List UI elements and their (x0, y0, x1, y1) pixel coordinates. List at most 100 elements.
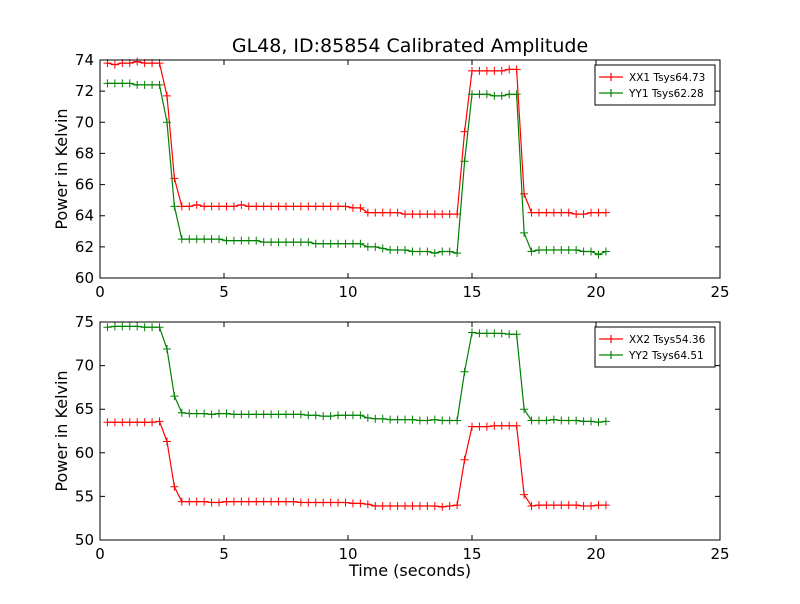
top-series-1-point (579, 247, 588, 256)
bottom-series-1-point (207, 410, 216, 419)
top-series-1-point (237, 236, 246, 245)
top-series-0-point (549, 208, 558, 217)
top-series-1-point (557, 245, 566, 254)
bottom-series-0-point (207, 498, 216, 507)
top-series-0-point (274, 202, 283, 211)
bottom-series-0-point (497, 421, 506, 430)
top-y-axis-label: Power in Kelvin (52, 108, 71, 229)
top-series-0-point (460, 127, 469, 136)
bottom-series-1-point (408, 415, 417, 424)
top-series-1-point (572, 245, 581, 254)
bottom-series-1-point (527, 416, 536, 425)
top-series-1-point (140, 80, 149, 89)
top-series-0-point (185, 202, 194, 211)
top-series-0-point (512, 65, 521, 74)
top-series-0-point (200, 202, 209, 211)
bottom-series-1-point (162, 345, 171, 354)
top-series-1-point (348, 239, 357, 248)
top-series-1-point (296, 238, 305, 247)
top-series-0-point (252, 202, 261, 211)
top-series-0-point (244, 202, 253, 211)
bottom-series-0-point (468, 422, 476, 431)
bottom-series-1-point (393, 415, 402, 424)
bottom-series-1-point (371, 414, 380, 423)
bottom-series-0-point (520, 490, 529, 499)
bottom-series-0-point (140, 418, 149, 427)
bottom-series-0-point (334, 498, 343, 507)
bottom-series-1-point (587, 417, 596, 426)
bottom-series-1-point (534, 416, 543, 425)
top-series-1-point (215, 235, 224, 244)
bottom-y-tick-label: 75 (75, 313, 94, 331)
top-series-0-point (207, 202, 216, 211)
top-series-0-point (505, 65, 514, 74)
bottom-series-1-point (148, 323, 157, 332)
bottom-series-0-point (549, 501, 558, 510)
top-series-0-point (348, 203, 357, 212)
top-series-1-point (334, 239, 343, 248)
top-series-1-point (534, 245, 543, 254)
bottom-series-0-point (363, 500, 372, 509)
top-series-0-point (401, 210, 410, 219)
bottom-chart-panel: 0 5 10 15 20 25 50 55 60 65 70 75 Power in Kelvin Tim… (52, 313, 730, 580)
top-series-0-point (237, 200, 246, 209)
top-series-0-point (222, 202, 231, 211)
top-x-tick-label: 10 (338, 283, 357, 301)
top-series-1-point (125, 79, 134, 88)
bottom-series-1-point (512, 330, 521, 339)
top-series-0-point (319, 202, 328, 211)
top-legend: XX1 Tsys64.73 YY1 Tsys62.28 (594, 64, 716, 106)
top-series-0-point (415, 210, 424, 219)
bottom-x-tick-label: 20 (586, 545, 605, 563)
bottom-series-0-point (423, 501, 432, 510)
bottom-series-0-point (133, 418, 142, 427)
bottom-legend-box (594, 326, 716, 368)
bottom-series-0-point (311, 498, 320, 507)
top-series-0-point (497, 66, 506, 75)
bottom-series-0-point (371, 501, 380, 510)
top-series-1-point (259, 238, 268, 247)
top-series-1-point (162, 118, 171, 127)
top-series-0-point (296, 202, 305, 211)
top-series-0-point (133, 57, 142, 66)
top-y-tick-label: 64 (75, 207, 94, 225)
top-series-0-point (490, 66, 499, 75)
top-series-0-point (311, 202, 320, 211)
top-series-1-point (527, 247, 536, 256)
bottom-series-0-point (222, 497, 231, 506)
bottom-series-0-point (185, 497, 194, 506)
bottom-legend-label-1: YY2 Tsys64.51 (628, 350, 704, 362)
top-series-0-point (572, 210, 581, 219)
top-series-0-point (267, 202, 276, 211)
top-series-1-point (229, 236, 238, 245)
top-axes-frame (99, 59, 721, 279)
top-x-tick-label: 0 (95, 283, 105, 301)
top-series-0-point (334, 202, 343, 211)
bottom-series-0-point (378, 501, 387, 510)
bottom-series-1-point (222, 409, 231, 418)
bottom-series-1-point (453, 416, 462, 425)
bottom-legend-label-0: XX2 Tsys54.36 (629, 334, 706, 346)
top-series-1-point (497, 91, 506, 100)
bottom-series-0-point (594, 501, 603, 510)
top-series-1-point (103, 79, 112, 88)
bottom-series-0-point (587, 501, 596, 510)
bottom-series-1-point (304, 411, 313, 420)
top-series-1-point (289, 238, 298, 247)
top-series-1-point (311, 239, 320, 248)
top-series-0-point (192, 200, 201, 209)
top-series-1-point (594, 250, 603, 259)
bottom-series-1-point (133, 322, 142, 331)
bottom-series-0-point (282, 497, 290, 506)
top-series-0-point (393, 208, 402, 217)
bottom-series-1-point (296, 410, 305, 419)
top-series-1-point (282, 238, 290, 247)
bottom-series-1-point (215, 409, 224, 418)
bottom-series-0-point (505, 421, 514, 430)
bottom-series-1-point (185, 409, 194, 418)
bottom-series-1-point (252, 410, 261, 419)
bottom-legend: XX2 Tsys54.36 YY2 Tsys64.51 (594, 326, 716, 368)
bottom-series-1-point (326, 412, 335, 421)
bottom-series-0-point (244, 497, 253, 506)
bottom-series-0-point (155, 417, 164, 426)
